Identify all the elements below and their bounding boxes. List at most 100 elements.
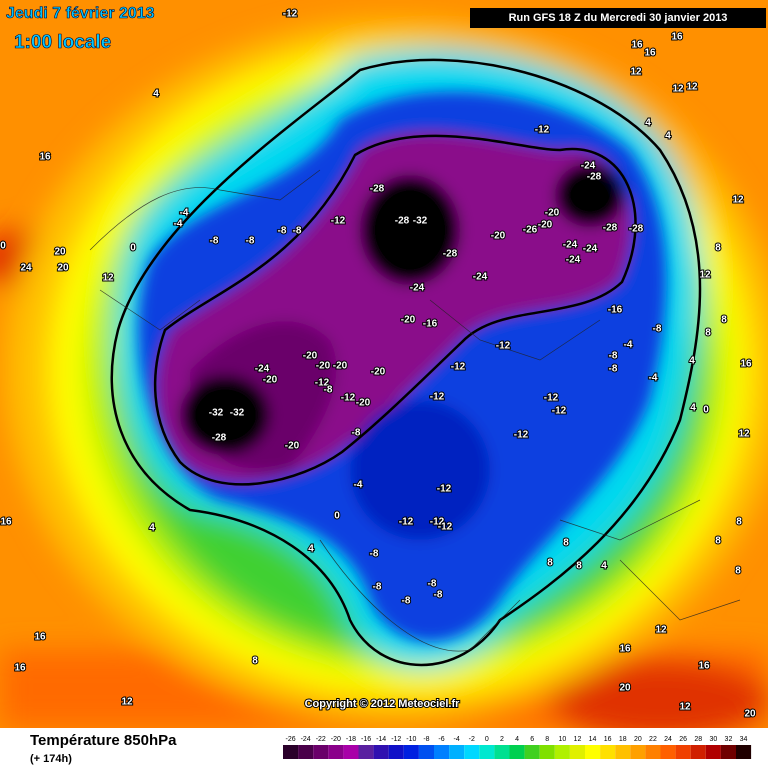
scale-tick-label: -8 [423,736,429,743]
scale-tick-label: 2 [500,736,504,743]
scale-tick-label: -16 [361,736,371,743]
contour-label: -28 [370,184,385,195]
scale-swatch [449,745,465,759]
contour-label: 12 [630,67,642,78]
scale-tick-label: -2 [469,736,475,743]
contour-label: -16 [423,319,438,330]
contour-label: 8 [715,243,721,254]
contour-label: 8 [547,558,553,569]
scale-swatch [600,745,616,759]
temperature-field [0,0,768,740]
scale-tick-label: -20 [331,736,341,743]
contour-label: -24 [581,161,596,172]
scale-tick-label: 28 [694,736,702,743]
contour-label: -24 [410,283,425,294]
contour-label: 4 [153,89,159,100]
contour-label: -20 [538,220,553,231]
contour-label: -8 [210,236,219,247]
scale-tick-label: 20 [634,736,642,743]
contour-label: -16 [608,305,623,316]
scale-tick-label: 12 [574,736,582,743]
scale-swatch [373,745,389,759]
contour-label: -8 [278,226,287,237]
color-scale: -26 -24 -22 -20 -18 -16 -14 -12 -10 -8 -6 -4 -2 0 2 4 6 8… [283,736,752,759]
contour-label: 4 [149,523,155,534]
contour-label: 12 [121,697,133,708]
forecast-date: Jeudi 7 février 2013 [6,5,155,22]
contour-label: -12 [430,517,445,528]
scale-swatch [388,745,404,759]
contour-label: 16 [0,517,12,528]
scale-swatch [298,745,314,759]
contour-label: -28 [212,433,227,444]
scale-swatch [705,745,721,759]
contour-label: 12 [679,702,691,713]
footer-lead: (+ 174h) [30,753,72,765]
contour-label: -20 [401,315,416,326]
contour-label: 0 [130,243,136,254]
contour-label: -32 [209,408,224,419]
scale-tick-label: -22 [316,736,326,743]
contour-label: -12 [399,517,414,528]
contour-label: -20 [303,351,318,362]
contour-label: 8 [576,561,582,572]
contour-label: -20 [333,361,348,372]
contour-label: 20 [619,683,631,694]
contour-label: 8 [721,315,727,326]
contour-label: -8 [609,364,618,375]
contour-label: 16 [14,663,26,674]
contour-label: 8 [735,566,741,577]
scale-swatch [418,745,434,759]
contour-label: -12 [496,341,511,352]
scale-tick-label: 32 [725,736,733,743]
scale-swatch [464,745,480,759]
contour-label: -20 [263,375,278,386]
scale-swatch [585,745,601,759]
contour-label: -32 [230,408,245,419]
contour-label: 16 [631,40,643,51]
contour-label: -24 [583,244,598,255]
scale-tick-label: 8 [545,736,549,743]
footer-title: Température 850hPa [30,732,177,749]
contour-label: -24 [473,272,488,283]
contour-label: -28 [587,172,602,183]
contour-label: -24 [255,364,270,375]
contour-label: 12 [686,82,698,93]
contour-label: -4 [354,480,363,491]
contour-label: 16 [619,644,631,655]
contour-label: -28 [443,249,458,260]
contour-label: 4 [689,356,695,367]
copyright: Copyright © 2012 Meteociel.fr [305,698,461,710]
contour-label: -8 [293,226,302,237]
contour-label: -8 [370,549,379,560]
contour-label: 8 [563,538,569,549]
contour-label: -12 [331,216,346,227]
run-info: Run GFS 18 Z du Mercredi 30 janvier 2013 [509,12,728,24]
contour-label: 4 [308,544,314,555]
scale-swatch [434,745,450,759]
scale-swatch [494,745,510,759]
scale-tick-label: -12 [391,736,401,743]
contour-label: -12 [514,430,529,441]
contour-label: -4 [174,219,183,230]
contour-label: 8 [705,328,711,339]
contour-label: -28 [629,224,644,235]
contour-label: 16 [671,32,683,43]
scale-swatch [675,745,691,759]
scale-tick-label: 24 [664,736,672,743]
contour-label: -12 [283,9,298,20]
scale-swatch [615,745,631,759]
contour-label: 16 [740,359,752,370]
scale-swatch [690,745,706,759]
contour-label: 16 [39,152,51,163]
run-box [470,8,766,28]
contour-label: -28 [603,223,618,234]
scale-swatch [509,745,525,759]
contour-label: -12 [451,362,466,373]
contour-label: 4 [690,403,696,414]
scale-swatch [645,745,661,759]
scale-swatch [283,745,299,759]
contour-label: -28 [395,216,410,227]
